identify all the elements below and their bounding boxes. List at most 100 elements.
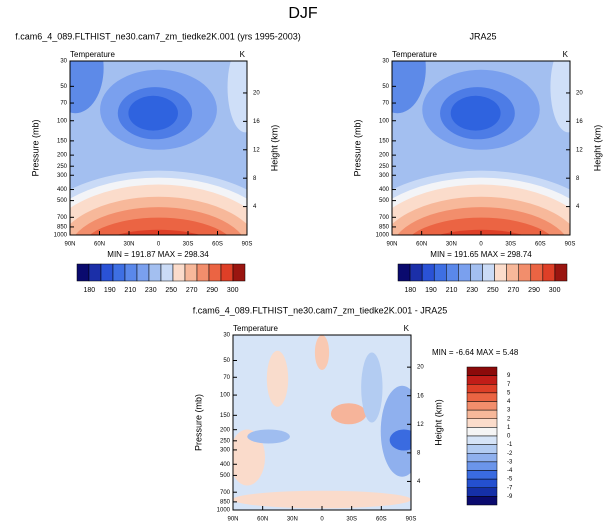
colorbar-label: 210 xyxy=(446,287,458,294)
x-tick-label: 90N xyxy=(227,517,238,523)
y-tick-label: 150 xyxy=(57,138,68,144)
colorbar-label: 290 xyxy=(206,287,218,294)
min-max: MIN = 191.65 MAX = 298.74 xyxy=(430,250,532,259)
colorbar-box xyxy=(232,263,246,282)
colorbar-label: -4 xyxy=(507,468,513,474)
y-tick-label: 100 xyxy=(57,118,68,124)
x-tick-label: 30N xyxy=(287,517,298,523)
colorbar-label: 1 xyxy=(507,425,511,431)
colorbar-box xyxy=(208,263,222,282)
colorbar-label: 230 xyxy=(145,287,157,294)
x-tick-label: 0 xyxy=(157,242,161,248)
y2-tick-label: 16 xyxy=(417,393,424,399)
y-tick-label: 400 xyxy=(57,187,68,193)
x-tick-label: 90S xyxy=(406,517,417,523)
y2-axis-label: Height (km) xyxy=(433,399,443,446)
y-tick-label: 850 xyxy=(57,225,68,231)
y-tick-label: 200 xyxy=(57,153,68,159)
panel-title: f.cam6_4_089.FLTHIST_ne30.cam7_zm_tiedke… xyxy=(15,31,301,41)
y2-tick-label: 8 xyxy=(417,450,421,456)
y-tick-label: 1000 xyxy=(217,508,231,514)
contour-region xyxy=(233,429,266,486)
colorbar-box xyxy=(220,263,234,282)
colorbar-label: 4 xyxy=(507,399,511,405)
colorbar-label: 270 xyxy=(186,287,198,294)
colorbar-label: 250 xyxy=(487,287,499,294)
y-tick-label: 850 xyxy=(379,225,390,231)
y-tick-label: 30 xyxy=(60,59,67,65)
y-tick-label: 30 xyxy=(223,333,230,339)
x-tick-label: 0 xyxy=(320,517,324,523)
colorbar-box xyxy=(136,263,150,282)
colorbar-box xyxy=(506,263,519,282)
panel-title: JRA25 xyxy=(469,31,496,41)
colorbar-box xyxy=(466,478,498,488)
y-tick-label: 700 xyxy=(220,490,231,496)
colorbar-box xyxy=(466,401,498,411)
y2-tick-label: 12 xyxy=(253,147,260,153)
colorbar-box xyxy=(466,453,498,463)
y-tick-label: 700 xyxy=(57,215,68,221)
colorbar-box xyxy=(458,263,471,282)
units-label: K xyxy=(404,324,410,333)
y-tick-label: 1000 xyxy=(376,233,390,239)
colorbar-box xyxy=(196,263,210,282)
contour-region xyxy=(314,335,330,370)
y-tick-label: 70 xyxy=(382,101,389,107)
y2-tick-label: 20 xyxy=(417,365,424,371)
variable-label: Temperature xyxy=(392,50,437,59)
y-tick-label: 50 xyxy=(223,358,230,364)
colorbar-box xyxy=(397,263,411,282)
contour-region xyxy=(411,217,551,235)
colorbar-box xyxy=(466,435,498,445)
colorbar-box xyxy=(76,263,90,282)
figure-title: DJF xyxy=(288,5,318,22)
y-tick-label: 300 xyxy=(379,173,390,179)
colorbar-box xyxy=(466,409,498,419)
colorbar-label: -3 xyxy=(507,459,513,465)
y-tick-label: 500 xyxy=(57,198,68,204)
colorbar-box xyxy=(466,392,498,402)
colorbar-box xyxy=(433,263,447,282)
colorbar-label: 9 xyxy=(507,373,511,379)
y-tick-label: 200 xyxy=(220,427,231,433)
y2-tick-label: 8 xyxy=(576,176,580,182)
colorbar-box xyxy=(100,263,114,282)
y-tick-label: 300 xyxy=(57,173,68,179)
x-tick-label: 30S xyxy=(505,242,516,248)
colorbar-box xyxy=(172,263,186,282)
y2-tick-label: 8 xyxy=(253,176,257,182)
colorbar-box xyxy=(88,263,102,282)
colorbar-box xyxy=(494,263,507,282)
x-tick-label: 30N xyxy=(123,242,134,248)
y-tick-label: 50 xyxy=(382,84,389,90)
colorbar-box xyxy=(482,263,495,282)
x-tick-label: 60S xyxy=(376,517,387,523)
variable-label: Temperature xyxy=(233,324,278,333)
x-tick-label: 60N xyxy=(257,517,268,523)
x-tick-label: 60N xyxy=(416,242,427,248)
y2-tick-label: 16 xyxy=(576,119,583,125)
colorbar-box xyxy=(466,487,498,497)
y-tick-label: 700 xyxy=(379,215,390,221)
colorbar-label: 180 xyxy=(405,287,417,294)
x-tick-label: 60S xyxy=(212,242,223,248)
y-tick-label: 1000 xyxy=(54,233,68,239)
y-tick-label: 250 xyxy=(220,438,231,444)
y2-axis-label: Height (km) xyxy=(592,125,602,172)
colorbar-label: 3 xyxy=(507,408,511,414)
contour-region xyxy=(89,217,228,235)
y-axis-label: Pressure (mb) xyxy=(30,119,40,176)
contour-region xyxy=(392,61,426,114)
y-tick-label: 250 xyxy=(379,164,390,170)
contour-region xyxy=(128,95,178,131)
y-axis-label: Pressure (mb) xyxy=(193,394,203,451)
y2-tick-label: 4 xyxy=(576,204,580,210)
colorbar-box xyxy=(112,263,126,282)
colorbar-box xyxy=(421,263,435,282)
colorbar-label: 210 xyxy=(124,287,136,294)
units-label: K xyxy=(240,50,246,59)
contour-region xyxy=(233,490,411,509)
x-tick-label: 30S xyxy=(346,517,357,523)
